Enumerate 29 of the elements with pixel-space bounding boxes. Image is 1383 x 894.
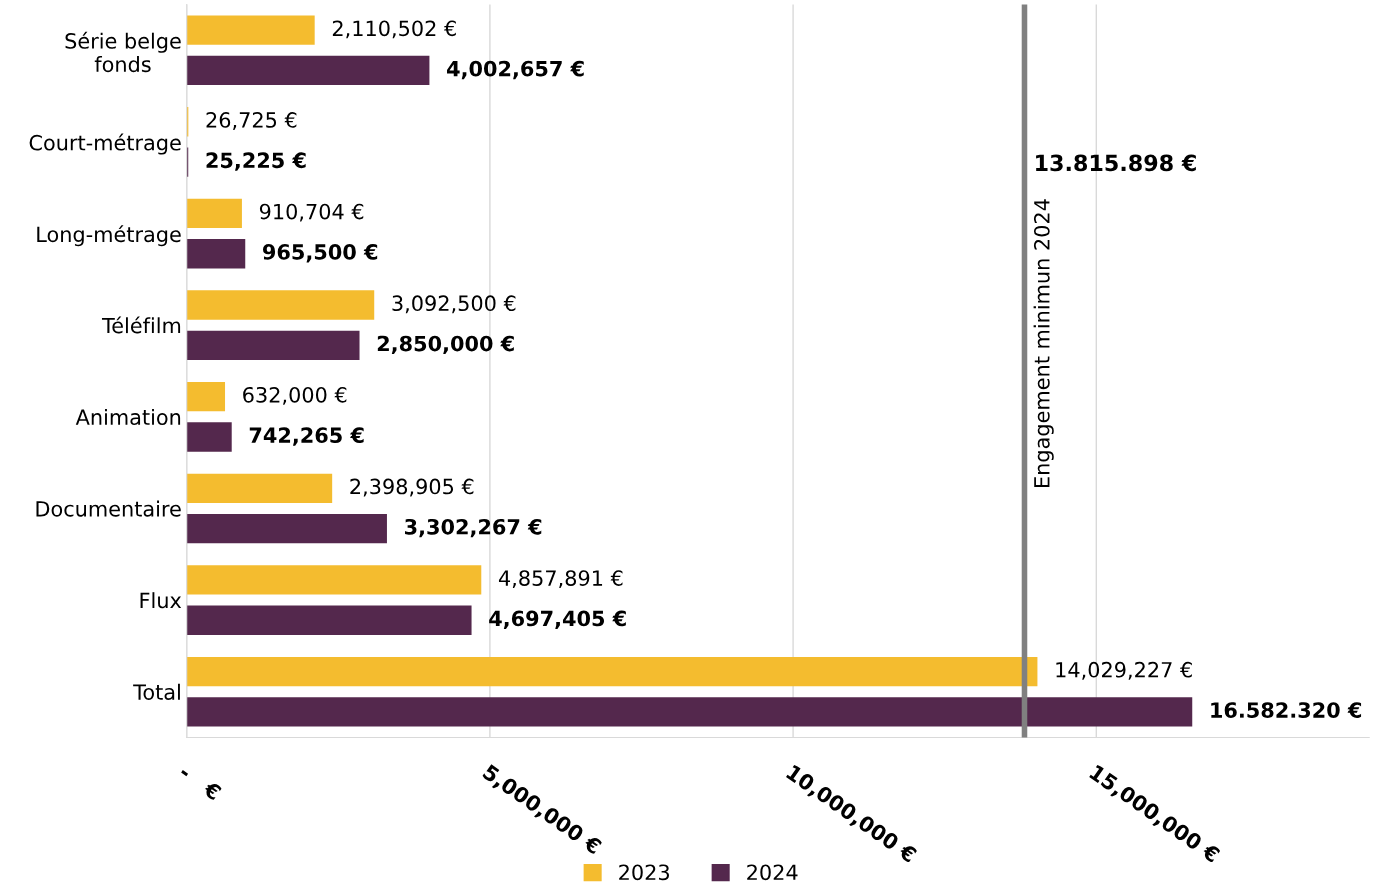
data-label: 4,002,657 €	[447, 60, 584, 80]
data-label: 25,225 €	[206, 152, 306, 171]
data-label: 632,000 €	[243, 386, 347, 405]
data-label: 4,857,891 €	[498, 570, 623, 589]
data-label: 2,398,905 €	[350, 478, 474, 497]
annotation: 13.815.898 €	[1036, 154, 1196, 172]
ref-line-label: Engagement minimun 2024	[1033, 199, 1054, 487]
data-label: 910,704 €	[259, 203, 364, 222]
data-label: 4,697,405 €	[489, 610, 626, 629]
data-label: 2,850,000 €	[377, 335, 514, 355]
y-tick-label: Total	[133, 683, 180, 700]
data-label: 2,110,502 €	[332, 20, 456, 39]
data-label: 26,725 €	[206, 112, 297, 130]
y-tick-label: Flux	[140, 592, 182, 609]
y-tick-label: Court-métrage	[29, 133, 181, 155]
y-tick-label: Téléfilm	[101, 316, 181, 334]
legend-label: 2024	[747, 864, 798, 881]
data-label: 3,302,267 €	[405, 518, 542, 538]
data-label: 16.582.320 €	[1211, 702, 1362, 718]
data-label: 14,029,227 €	[1056, 661, 1192, 680]
y-tick-label: Série belge fonds	[65, 31, 181, 73]
data-label: 3,092,500 €	[392, 295, 516, 314]
x-tick-label: - €	[178, 763, 223, 801]
legend-label: 2023	[619, 864, 669, 881]
data-label: 965,500 €	[263, 244, 378, 263]
y-tick-label: Documentaire	[36, 500, 181, 517]
data-label: 742,265 €	[249, 427, 364, 446]
y-tick-label: Animation	[75, 408, 181, 426]
y-tick-label: Long-métrage	[37, 225, 181, 247]
